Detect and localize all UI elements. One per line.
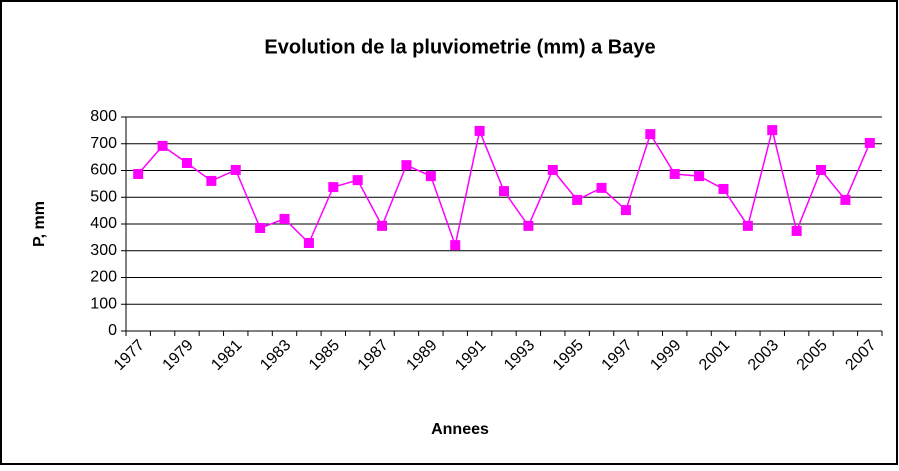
y-tick-label: 800 <box>90 108 117 125</box>
data-point <box>450 240 461 251</box>
data-point <box>791 225 802 236</box>
y-tick-label: 100 <box>90 295 117 312</box>
data-point <box>840 194 851 205</box>
data-point <box>718 183 729 194</box>
data-point <box>352 175 363 186</box>
data-point <box>206 175 217 186</box>
y-tick-label: 0 <box>108 322 117 339</box>
data-point <box>547 164 558 175</box>
data-point <box>816 164 827 175</box>
y-tick-label: 300 <box>90 242 117 259</box>
data-point <box>377 220 388 231</box>
data-point <box>645 129 656 140</box>
data-point <box>230 164 241 175</box>
data-point <box>596 182 607 193</box>
data-point <box>523 220 534 231</box>
data-point <box>401 160 412 171</box>
x-axis-label: Annees <box>431 421 489 438</box>
data-point <box>620 205 631 216</box>
data-point <box>499 186 509 197</box>
data-point <box>279 213 290 224</box>
data-point <box>742 220 753 231</box>
data-point <box>864 137 875 148</box>
chart-title: Evolution de la pluviometrie (mm) a Baye <box>264 36 655 58</box>
y-axis-label: P, mm <box>31 201 48 247</box>
data-point <box>133 168 144 179</box>
data-point <box>255 223 266 234</box>
data-point <box>425 171 436 182</box>
data-point <box>303 237 314 248</box>
data-point <box>181 158 192 169</box>
data-point <box>694 171 705 182</box>
data-point <box>767 125 778 136</box>
data-point <box>157 140 168 151</box>
data-point <box>474 125 485 136</box>
y-tick-label: 700 <box>90 135 117 152</box>
y-tick-label: 400 <box>90 215 117 232</box>
data-point <box>328 182 339 193</box>
y-tick-label: 500 <box>90 188 117 205</box>
data-point <box>572 194 583 205</box>
y-tick-label: 200 <box>90 269 117 286</box>
data-point <box>669 168 680 179</box>
y-tick-label: 600 <box>90 162 117 179</box>
